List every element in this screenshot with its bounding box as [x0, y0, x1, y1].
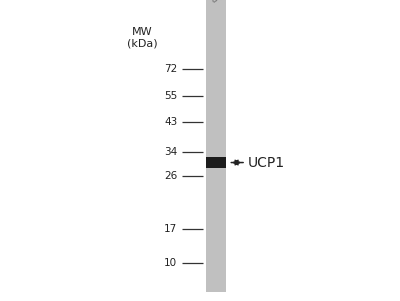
Text: MW
(kDa): MW (kDa) [127, 27, 157, 48]
Text: Mouse brown
adipose: Mouse brown adipose [202, 0, 267, 5]
Text: 55: 55 [164, 91, 177, 101]
Bar [206, 0, 226, 292]
Bar [206, 157, 226, 168]
Text: 26: 26 [164, 171, 177, 181]
Text: 34: 34 [164, 147, 177, 157]
Text: 43: 43 [164, 117, 177, 127]
Text: 17: 17 [164, 224, 177, 234]
Text: 10: 10 [164, 258, 177, 268]
Text: UCP1: UCP1 [248, 156, 285, 169]
Text: 72: 72 [164, 64, 177, 74]
